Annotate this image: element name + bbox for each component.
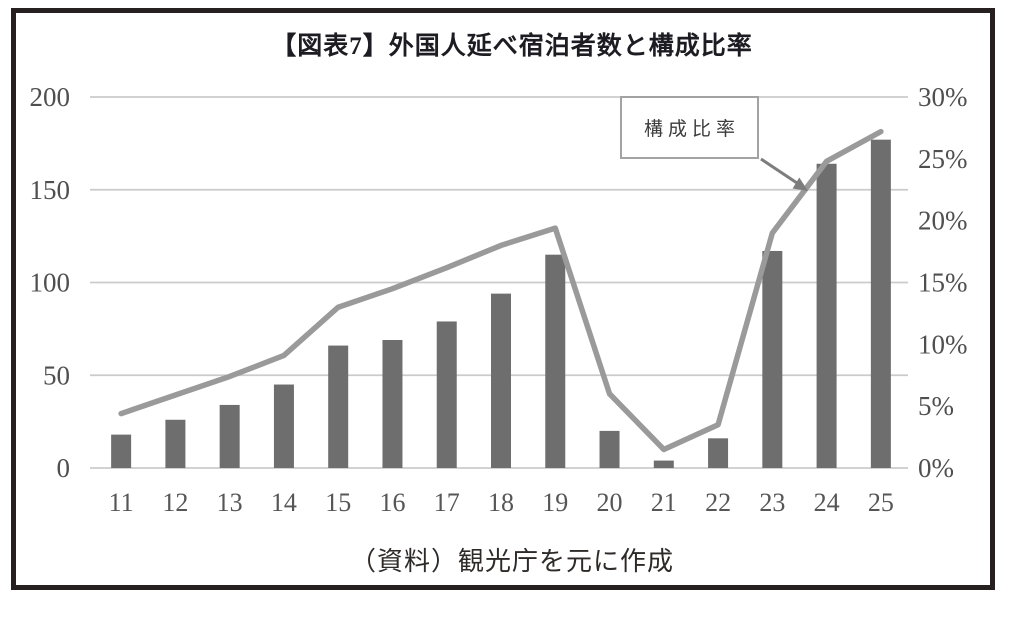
x-axis-label: 23 [759, 488, 785, 517]
annotation-arrow-shaft [760, 157, 798, 185]
x-axis-label: 14 [271, 488, 297, 517]
left-axis-tick-label: 150 [30, 175, 71, 205]
bar-16 [382, 340, 403, 468]
left-axis-tick-label: 200 [30, 82, 71, 112]
x-axis-label: 12 [162, 488, 188, 517]
x-axis-label: 18 [488, 488, 514, 517]
x-axis-label: 13 [217, 488, 243, 517]
chart-title: 【図表7】外国人延べ宿泊者数と構成比率 [271, 33, 753, 60]
x-axis-label: 24 [814, 488, 840, 517]
x-axis-label: 17 [434, 488, 460, 517]
left-axis-tick-label: 0 [57, 453, 71, 483]
bar-21 [653, 460, 674, 468]
right-axis-tick-label: 0% [918, 453, 954, 483]
x-axis-label: 16 [379, 488, 405, 517]
bar-12 [165, 419, 186, 468]
bar-11 [111, 434, 132, 468]
x-axis-label: 15 [325, 488, 351, 517]
right-axis-tick-label: 30% [918, 82, 968, 112]
bar-14 [273, 384, 294, 468]
bar-19 [545, 254, 566, 468]
bar-25 [870, 139, 891, 469]
source-note: （資料）観光庁を元に作成 [349, 547, 674, 576]
left-axis-tick-label: 100 [30, 268, 71, 298]
bar-15 [328, 345, 349, 468]
annotation-arrow-head [792, 177, 808, 191]
bar-17 [436, 321, 457, 468]
bar-13 [219, 404, 240, 468]
x-axis-label: 20 [597, 488, 623, 517]
right-axis-tick-label: 15% [918, 268, 968, 298]
x-axis-label: 19 [542, 488, 568, 517]
right-axis-tick-label: 25% [918, 144, 968, 174]
series-annotation-box: 構成比率 [620, 96, 759, 159]
bar-23 [762, 250, 783, 468]
series-annotation-label: 構成比率 [643, 119, 740, 140]
x-axis-label: 11 [109, 488, 134, 517]
right-axis-tick-label: 10% [918, 329, 968, 359]
x-axis-label: 22 [705, 488, 731, 517]
bar-20 [599, 430, 620, 468]
right-axis-tick-label: 20% [918, 206, 968, 236]
bar-24 [816, 163, 837, 468]
bar-18 [491, 293, 511, 468]
left-axis-tick-label: 50 [43, 360, 70, 390]
x-axis-label: 25 [868, 488, 894, 517]
bar-22 [708, 438, 729, 468]
ratio-line [118, 128, 884, 453]
x-axis-label: 21 [651, 488, 677, 517]
right-axis-tick-label: 5% [918, 391, 954, 421]
